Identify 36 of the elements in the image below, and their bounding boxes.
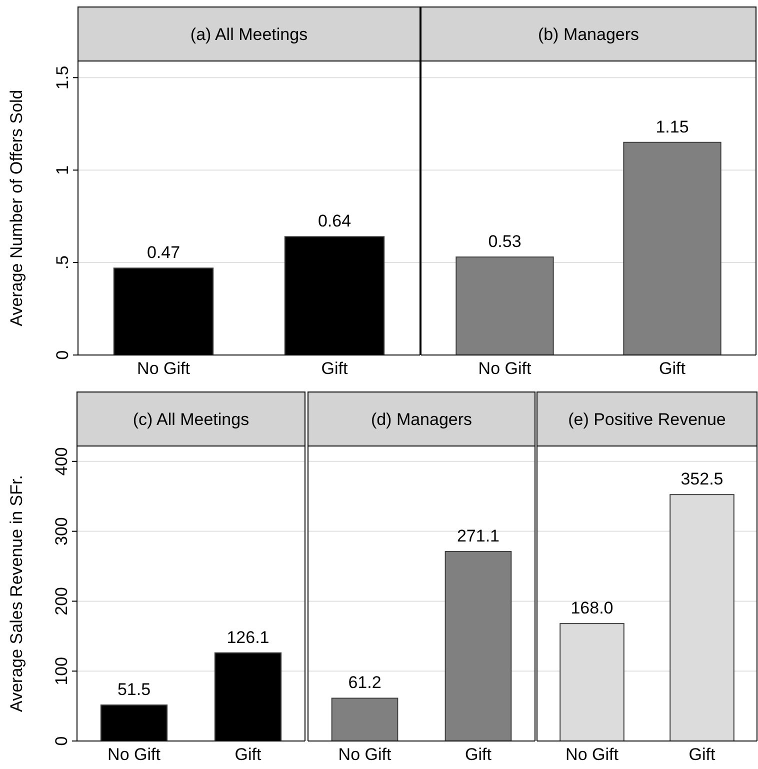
chart-title: (a) All Meetings xyxy=(190,25,308,44)
data-label: 168.0 xyxy=(570,598,614,618)
x-tick-label: No Gift xyxy=(137,359,190,378)
chart-title: (b) Managers xyxy=(538,25,640,44)
chart-title: (d) Managers xyxy=(370,410,472,429)
data-label: 0.64 xyxy=(318,212,352,231)
x-tick-label: Gift xyxy=(321,359,348,378)
y-tick-label: 1 xyxy=(53,165,72,175)
data-label: 51.5 xyxy=(117,680,151,699)
data-label: 61.2 xyxy=(348,673,382,692)
x-tick-label: No Gift xyxy=(338,745,392,764)
chart-title: (e) Positive Revenue xyxy=(568,410,726,429)
y-tick-label: 300 xyxy=(52,517,71,546)
data-label: 352.5 xyxy=(680,470,724,489)
y-tick-label: 0 xyxy=(53,350,72,360)
y-axis-title: Average Sales Revenue in SFr. xyxy=(7,475,26,712)
y-axis-title: Average Number of Offers Sold xyxy=(7,90,26,326)
x-tick-label: Gift xyxy=(688,745,716,764)
x-tick-label: Gift xyxy=(465,745,492,764)
data-label: 1.15 xyxy=(656,117,689,136)
y-tick-label: .5 xyxy=(53,255,72,270)
y-tick-label: 100 xyxy=(52,656,71,686)
data-label: 126.1 xyxy=(226,628,270,647)
x-tick-label: Gift xyxy=(234,745,262,764)
x-tick-label: No Gift xyxy=(108,745,161,764)
y-tick-label: 0 xyxy=(52,736,71,746)
data-label: 0.47 xyxy=(146,243,180,262)
data-label: 0.53 xyxy=(488,232,522,251)
x-tick-label: Gift xyxy=(659,359,686,378)
y-tick-label: 400 xyxy=(52,447,71,476)
y-tick-label: 200 xyxy=(52,587,71,616)
y-tick-label: 1.5 xyxy=(53,66,72,90)
chart-title: (c) All Meetings xyxy=(132,410,250,429)
x-tick-label: No Gift xyxy=(478,359,532,378)
x-tick-label: No Gift xyxy=(566,745,619,764)
data-label: 271.1 xyxy=(456,526,500,546)
